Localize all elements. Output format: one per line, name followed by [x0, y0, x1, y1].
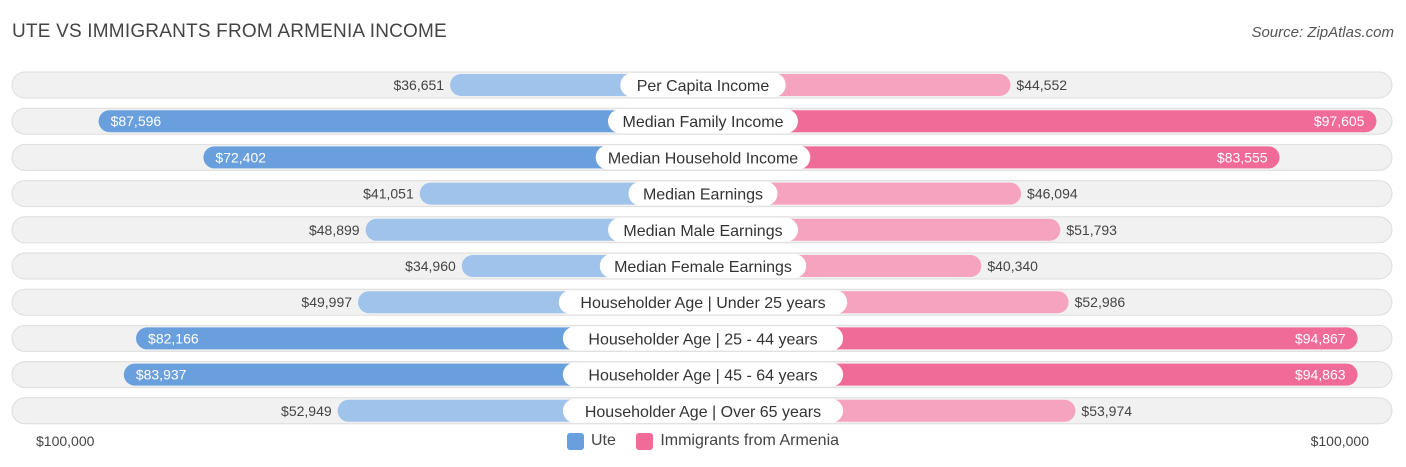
bar-chart: $36,651 $44,552 Per Capita Income $87,596 $9… — [11, 71, 1393, 425]
chart-title: UTE VS IMMIGRANTS FROM ARMENIA INCOME — [12, 21, 447, 42]
bar-armenia — [703, 327, 1358, 350]
source-label: Source: ZipAtlas.com — [1251, 24, 1394, 41]
value-label-armenia: $52,986 — [1075, 294, 1126, 310]
bar-armenia — [703, 182, 1022, 205]
value-label-armenia: $40,340 — [987, 258, 1038, 274]
legend-item-ute: Ute — [566, 432, 616, 450]
value-label-armenia: $44,552 — [1016, 77, 1067, 93]
legend-swatch-armenia — [636, 432, 654, 450]
category-label: Median Household Income — [608, 150, 798, 167]
category-label: Median Family Income — [623, 114, 784, 131]
value-label-ute: $87,596 — [111, 113, 162, 129]
category-label: Median Female Earnings — [614, 259, 792, 276]
category-pill — [599, 254, 807, 278]
category-pill — [620, 73, 786, 97]
legend-label-ute: Ute — [590, 432, 616, 449]
category-pill — [595, 145, 811, 170]
value-label-armenia: $53,974 — [1081, 403, 1132, 419]
bar-ute — [136, 327, 704, 350]
legend-label-armenia: Immigrants from Armenia — [660, 432, 840, 449]
category-label: Householder Age | Under 25 years — [580, 295, 825, 312]
value-label-armenia: $94,867 — [1295, 330, 1346, 346]
category-label: Per Capita Income — [637, 78, 770, 95]
category-pill — [608, 109, 798, 134]
category-pill — [562, 326, 844, 351]
value-label-armenia: $51,793 — [1066, 222, 1117, 238]
axis-left-label: $100,000 — [36, 433, 95, 449]
value-label-armenia: $46,094 — [1027, 186, 1078, 202]
value-label-ute: $82,166 — [148, 330, 199, 346]
category-pill — [558, 290, 848, 315]
category-pill — [628, 181, 778, 206]
axis-right-label: $100,000 — [1310, 433, 1369, 449]
value-label-ute: $52,949 — [281, 403, 332, 419]
value-label-armenia: $97,605 — [1314, 113, 1365, 129]
value-label-ute: $72,402 — [215, 149, 266, 165]
value-label-armenia: $83,555 — [1217, 149, 1268, 165]
bar-armenia — [703, 146, 1280, 169]
bar-armenia — [703, 363, 1358, 386]
bar-ute — [203, 146, 703, 169]
legend: Ute Immigrants from Armenia — [0, 432, 1406, 455]
category-label: Median Earnings — [643, 187, 763, 204]
bar-armenia — [703, 110, 1377, 133]
category-label: Householder Age | Over 65 years — [585, 404, 821, 421]
value-label-ute: $49,997 — [301, 294, 352, 310]
value-label-ute: $34,960 — [405, 258, 456, 274]
bar-ute — [123, 363, 703, 386]
bar-ute — [98, 110, 704, 133]
legend-item-armenia: Immigrants from Armenia — [636, 432, 839, 450]
category-pill — [562, 362, 844, 387]
value-label-ute: $41,051 — [363, 186, 414, 202]
value-label-ute: $83,937 — [136, 367, 187, 383]
category-label: Householder Age | 25 - 44 years — [588, 331, 817, 348]
category-pill — [608, 217, 798, 242]
value-label-armenia: $94,863 — [1295, 367, 1346, 383]
value-label-ute: $48,899 — [309, 222, 360, 238]
legend-swatch-ute — [566, 432, 584, 450]
category-label: Median Male Earnings — [623, 223, 782, 240]
category-label: Householder Age | 45 - 64 years — [588, 368, 817, 385]
value-label-ute: $36,651 — [393, 77, 444, 93]
category-pill — [562, 398, 844, 423]
